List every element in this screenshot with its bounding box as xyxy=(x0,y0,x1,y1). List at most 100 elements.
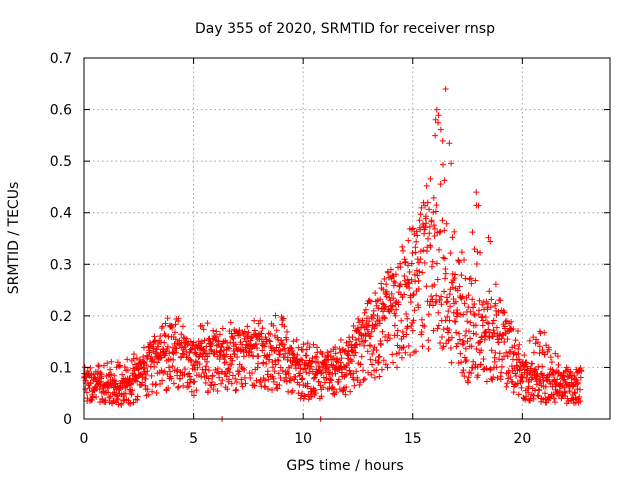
data-point xyxy=(154,359,161,366)
data-point xyxy=(392,312,399,319)
data-point xyxy=(234,346,241,353)
data-point xyxy=(504,353,511,360)
data-point xyxy=(468,280,475,287)
data-point xyxy=(314,349,321,356)
data-point xyxy=(415,286,422,293)
data-point xyxy=(415,277,422,284)
data-point xyxy=(239,383,246,390)
data-point xyxy=(309,355,316,362)
data-point xyxy=(554,353,561,360)
data-point xyxy=(133,355,140,362)
data-point xyxy=(97,369,104,376)
data-point xyxy=(378,366,385,373)
data-point xyxy=(372,290,379,297)
data-point xyxy=(570,382,577,389)
data-point xyxy=(301,393,308,400)
data-point xyxy=(540,378,547,385)
data-point xyxy=(516,356,523,363)
data-point xyxy=(104,360,111,367)
data-point xyxy=(397,264,404,271)
data-point xyxy=(344,355,351,362)
data-point xyxy=(272,312,279,319)
data-point xyxy=(266,338,273,345)
data-point xyxy=(143,371,150,378)
data-point xyxy=(449,284,456,291)
data-points xyxy=(81,85,585,422)
data-point xyxy=(410,291,417,298)
data-point xyxy=(130,399,137,406)
data-point xyxy=(255,320,262,327)
data-point xyxy=(164,315,171,322)
data-point xyxy=(441,177,448,184)
data-point xyxy=(460,339,467,346)
data-point xyxy=(414,232,421,239)
data-point xyxy=(457,350,464,357)
data-point xyxy=(473,345,480,352)
data-point xyxy=(143,362,150,369)
data-point xyxy=(484,300,491,307)
data-point xyxy=(381,276,388,283)
data-point xyxy=(150,345,157,352)
data-point xyxy=(159,377,166,384)
data-point xyxy=(455,257,462,264)
data-point xyxy=(251,317,258,324)
data-point xyxy=(95,363,102,370)
data-point xyxy=(374,312,381,319)
data-point xyxy=(241,374,248,381)
data-point xyxy=(355,335,362,342)
data-point xyxy=(151,338,158,345)
data-point xyxy=(219,377,226,384)
data-point xyxy=(232,387,239,394)
data-point xyxy=(573,377,580,384)
data-point xyxy=(87,380,94,387)
data-point xyxy=(508,318,515,325)
data-point xyxy=(478,347,485,354)
data-point xyxy=(468,369,475,376)
data-point xyxy=(541,329,548,336)
data-point xyxy=(165,364,172,371)
data-point xyxy=(419,322,426,329)
data-point xyxy=(389,351,396,358)
data-point xyxy=(425,337,432,344)
data-point xyxy=(446,291,453,298)
data-point xyxy=(408,323,415,330)
data-point xyxy=(375,359,382,366)
data-point xyxy=(425,311,432,318)
data-point xyxy=(221,359,228,366)
data-point xyxy=(367,333,374,340)
data-point xyxy=(512,337,519,344)
data-point xyxy=(236,332,243,339)
data-point xyxy=(495,339,502,346)
data-point xyxy=(194,359,201,366)
data-point xyxy=(259,325,266,332)
data-point xyxy=(370,307,377,314)
data-point xyxy=(410,317,417,324)
data-point xyxy=(521,352,528,359)
data-point xyxy=(183,348,190,355)
data-point xyxy=(419,269,426,276)
data-point xyxy=(149,388,156,395)
data-point xyxy=(452,298,459,305)
data-point xyxy=(108,358,115,365)
data-point xyxy=(373,367,380,374)
data-point xyxy=(461,373,468,380)
data-point xyxy=(417,211,424,218)
data-point xyxy=(265,330,272,337)
data-point xyxy=(401,291,408,298)
data-point xyxy=(435,309,442,316)
data-point xyxy=(188,388,195,395)
data-point xyxy=(525,389,532,396)
data-point xyxy=(170,380,177,387)
data-point xyxy=(447,303,454,310)
data-point xyxy=(357,361,364,368)
x-tick-label: 10 xyxy=(294,431,312,447)
data-point xyxy=(273,385,280,392)
data-point xyxy=(467,335,474,342)
data-point xyxy=(295,344,302,351)
data-point xyxy=(493,324,500,331)
data-point xyxy=(330,390,337,397)
data-point xyxy=(224,386,231,393)
data-point xyxy=(405,262,412,269)
y-tick-label: 0 xyxy=(63,412,72,428)
data-point xyxy=(300,341,307,348)
